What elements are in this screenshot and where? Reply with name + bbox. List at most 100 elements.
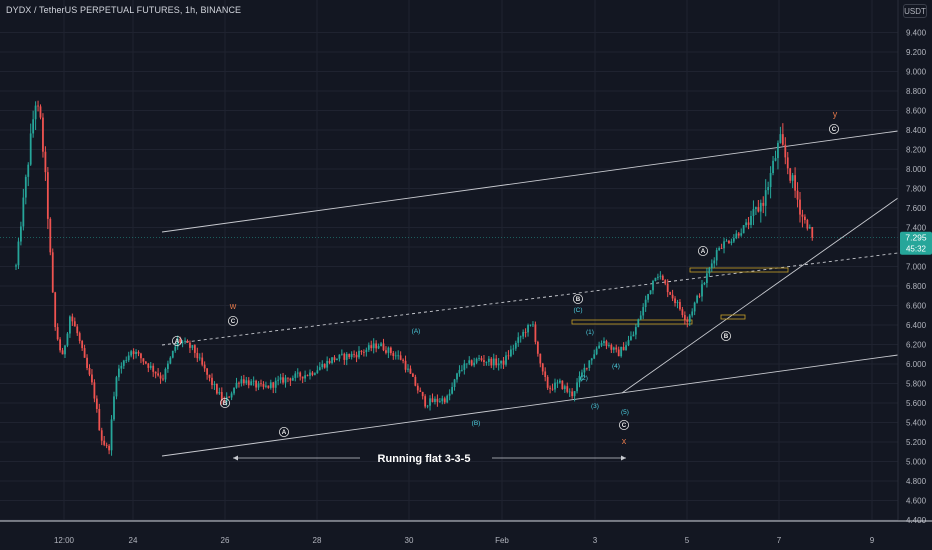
candle-body bbox=[747, 222, 750, 225]
y-tick-label: 5.200 bbox=[906, 438, 927, 447]
candle-body bbox=[24, 176, 27, 198]
candle-body bbox=[382, 343, 385, 351]
candle-body bbox=[142, 358, 145, 362]
candle-body bbox=[132, 351, 135, 355]
candle-body bbox=[167, 363, 169, 370]
y-tick-label: 8.000 bbox=[906, 165, 927, 174]
y-tick-label: 7.600 bbox=[906, 204, 927, 213]
grid-lines bbox=[0, 0, 898, 521]
x-tick-label: 7 bbox=[777, 536, 782, 545]
candle-body bbox=[404, 360, 407, 370]
candle-body bbox=[458, 370, 461, 374]
candle-body bbox=[514, 342, 517, 349]
candle-body bbox=[274, 380, 277, 388]
candle-body bbox=[789, 168, 792, 181]
candle-body bbox=[73, 321, 76, 327]
candle-body bbox=[777, 142, 779, 159]
candle-body bbox=[399, 355, 402, 360]
candle-body bbox=[416, 385, 419, 391]
candle-body bbox=[412, 373, 414, 377]
candle-body bbox=[277, 379, 280, 381]
candle-body bbox=[42, 117, 44, 152]
wave-letter: C bbox=[622, 422, 627, 429]
candle-body bbox=[120, 365, 123, 369]
x-tick-label: 9 bbox=[870, 536, 875, 545]
candle-body bbox=[779, 134, 782, 143]
candle-body bbox=[500, 360, 502, 364]
candle-body bbox=[742, 225, 745, 234]
candle-body bbox=[519, 336, 522, 338]
candle-body bbox=[333, 357, 336, 361]
candle-body bbox=[196, 352, 199, 359]
wave-circle bbox=[219, 397, 230, 408]
price-axis[interactable]: 9.400 9.200 9.000 8.800 8.600 8.400 8.200 8.000… bbox=[897, 0, 932, 525]
candle-body bbox=[95, 398, 98, 409]
circled-wave-label: A bbox=[278, 426, 289, 437]
candle-body bbox=[679, 302, 681, 310]
candle-body bbox=[495, 358, 498, 366]
y-tick-label: 5.400 bbox=[906, 419, 927, 428]
subwave-label: (3) bbox=[591, 403, 599, 410]
candle-body bbox=[242, 379, 245, 384]
candle-body bbox=[64, 345, 66, 355]
candle-body bbox=[336, 358, 338, 361]
time-axis[interactable]: 12:00 24 26 28 30 Feb 3 5 7 9 bbox=[0, 520, 932, 545]
candle-body bbox=[113, 396, 115, 420]
candle-body bbox=[380, 343, 382, 347]
currency-button[interactable]: USDT bbox=[903, 4, 927, 18]
candle-body bbox=[247, 380, 250, 386]
candle-body bbox=[804, 216, 806, 220]
candle-body bbox=[664, 280, 667, 284]
wave-circle bbox=[227, 315, 238, 326]
candle-body bbox=[340, 353, 343, 355]
subwave-label: (A) bbox=[412, 328, 421, 335]
wave-letter: C bbox=[832, 126, 837, 133]
candle-body bbox=[20, 226, 22, 242]
candle-body bbox=[144, 361, 147, 364]
circled-wave-label: B bbox=[721, 330, 732, 341]
y-tick-label: 7.000 bbox=[906, 263, 927, 272]
candle-body bbox=[311, 372, 314, 375]
candle-body bbox=[563, 386, 566, 390]
candle-body bbox=[350, 353, 353, 358]
candle-body bbox=[676, 302, 679, 304]
candle-body bbox=[546, 376, 549, 388]
candle-body bbox=[162, 378, 164, 380]
candle-body bbox=[326, 360, 329, 368]
candle-body bbox=[228, 396, 231, 398]
candle-body bbox=[262, 384, 265, 387]
x-tick-label: 30 bbox=[405, 536, 414, 545]
y-tick-label: 8.200 bbox=[906, 146, 927, 155]
candle-body bbox=[505, 355, 507, 365]
candle-body bbox=[71, 316, 74, 322]
candle-body bbox=[541, 363, 544, 372]
candle-body bbox=[669, 292, 672, 295]
candle-body bbox=[284, 377, 287, 383]
wave-circle bbox=[698, 245, 709, 256]
candle-body bbox=[318, 367, 321, 371]
candle-body bbox=[720, 247, 723, 249]
candle-body bbox=[230, 393, 233, 398]
candle-body bbox=[536, 341, 539, 354]
candle-body bbox=[171, 350, 174, 358]
candle-body bbox=[56, 327, 59, 340]
circled-wave-label: A bbox=[171, 335, 182, 346]
support-zone bbox=[720, 314, 746, 320]
candle-body bbox=[772, 160, 774, 174]
candle-body bbox=[497, 363, 500, 366]
candle-body bbox=[137, 351, 140, 354]
candle-body bbox=[387, 347, 390, 353]
candle-body bbox=[659, 275, 662, 277]
candle-body bbox=[397, 355, 400, 357]
candle-body bbox=[448, 393, 451, 396]
candle-body bbox=[522, 331, 525, 337]
candle-body bbox=[544, 371, 547, 377]
candle-body bbox=[130, 351, 133, 356]
candle-body bbox=[534, 324, 537, 342]
candle-body bbox=[652, 280, 654, 291]
caption-arrowhead-left bbox=[233, 455, 238, 461]
candle-body bbox=[392, 353, 395, 356]
candle-body bbox=[762, 202, 765, 206]
candle-body bbox=[730, 241, 733, 244]
